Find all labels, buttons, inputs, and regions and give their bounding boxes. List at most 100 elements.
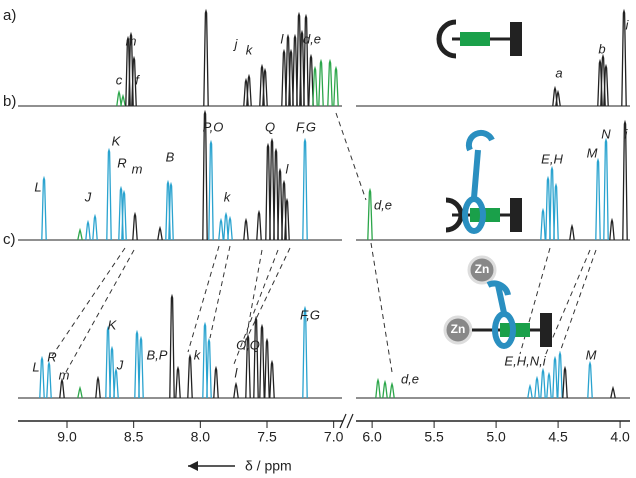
peak <box>333 65 339 107</box>
peak <box>367 187 373 241</box>
peak <box>622 119 628 241</box>
peak <box>121 189 127 241</box>
peak <box>132 211 138 241</box>
peak <box>269 359 275 399</box>
peak <box>125 35 131 107</box>
peak-label: m <box>126 33 137 48</box>
peak <box>552 355 558 399</box>
peak-label: k <box>246 42 254 57</box>
peak <box>562 365 568 399</box>
peak <box>269 137 275 241</box>
panel-label: b) <box>3 93 16 110</box>
peak <box>265 142 271 241</box>
peak <box>227 215 233 241</box>
peak <box>302 305 308 399</box>
peak <box>610 385 616 399</box>
x-tick-label: 5.0 <box>486 429 506 445</box>
peak-label: j <box>233 36 239 51</box>
peak <box>223 211 229 241</box>
peak-label: d,e <box>374 197 392 212</box>
peak-labels-b: L J K R m B P,O k Q l F,G d,e E,H M N i <box>34 119 628 212</box>
peak <box>281 179 287 241</box>
peak-label: a <box>555 65 562 80</box>
peak <box>39 355 45 399</box>
peak-label: K <box>108 317 118 332</box>
x-tick-label: 8.0 <box>191 429 211 445</box>
peak <box>327 58 333 107</box>
peak-label: L <box>34 179 41 194</box>
peak-label: k <box>224 189 232 204</box>
icon-a <box>436 19 522 59</box>
peak-label: M <box>587 145 598 160</box>
peak-label: B,P <box>147 347 168 362</box>
peak <box>292 33 298 107</box>
peak <box>77 385 83 399</box>
x-tick-label: 5.5 <box>424 429 444 445</box>
peak <box>277 167 283 241</box>
peak <box>118 185 124 241</box>
peak <box>259 63 265 107</box>
peak <box>128 31 134 107</box>
peak-labels-a: c m f k j l d,e a b i <box>116 17 630 87</box>
peak <box>259 323 265 399</box>
peak-label: R <box>47 349 56 364</box>
peak-label: k <box>194 347 202 362</box>
peak-label: F,G <box>296 119 316 134</box>
peak <box>264 337 270 399</box>
peak <box>557 350 563 399</box>
peak <box>233 381 239 399</box>
peak <box>92 213 98 241</box>
peak-label: l <box>281 31 285 46</box>
peak-label: L <box>32 359 39 374</box>
peak <box>285 33 291 107</box>
peak-label: b <box>598 41 605 56</box>
x-tick-label: 7.0 <box>324 429 344 445</box>
peak <box>131 55 137 107</box>
peak-label: i <box>626 17 630 32</box>
peak <box>59 377 65 399</box>
peak <box>296 11 302 107</box>
peak <box>318 58 324 107</box>
peak <box>106 147 112 241</box>
peak <box>555 89 561 107</box>
peak <box>116 89 122 107</box>
peak <box>202 321 208 399</box>
peak <box>77 227 83 241</box>
peak <box>134 329 140 399</box>
peak-label: O,Q <box>236 337 260 352</box>
peak <box>600 53 606 107</box>
peak <box>284 197 290 241</box>
peak <box>105 325 111 399</box>
x-tick-label: 4.0 <box>610 429 630 445</box>
peak <box>262 67 268 107</box>
peak-label: K <box>112 133 122 148</box>
peak-label: E,H,N,i <box>504 353 546 368</box>
peak <box>382 379 388 399</box>
peak <box>308 53 314 107</box>
peak-label: F,G <box>300 307 320 322</box>
x-axis: δ / ppm 9.0 8.5 8.0 7.5 7.0 6.0 5.5 5.0 4.5 4.0 <box>18 413 630 474</box>
peak-label: d,e <box>303 31 321 46</box>
peak <box>46 360 52 399</box>
peak <box>534 375 540 399</box>
peak <box>109 345 115 399</box>
peak <box>253 315 259 399</box>
peak <box>621 8 627 107</box>
peak-label: l <box>286 161 290 176</box>
icon-label: Zn <box>475 262 490 276</box>
peak <box>540 207 546 241</box>
peak <box>299 29 305 107</box>
peak <box>273 147 279 241</box>
peak-label: M <box>586 347 597 362</box>
peak <box>303 13 309 107</box>
peak <box>546 371 552 399</box>
peak-label: P,O <box>203 119 224 134</box>
peak <box>203 8 209 107</box>
peak <box>187 353 193 399</box>
peak-label: m <box>132 161 143 176</box>
peak-label: l <box>235 365 239 380</box>
spectra <box>18 8 630 399</box>
peak <box>389 381 395 399</box>
peak <box>113 367 119 399</box>
